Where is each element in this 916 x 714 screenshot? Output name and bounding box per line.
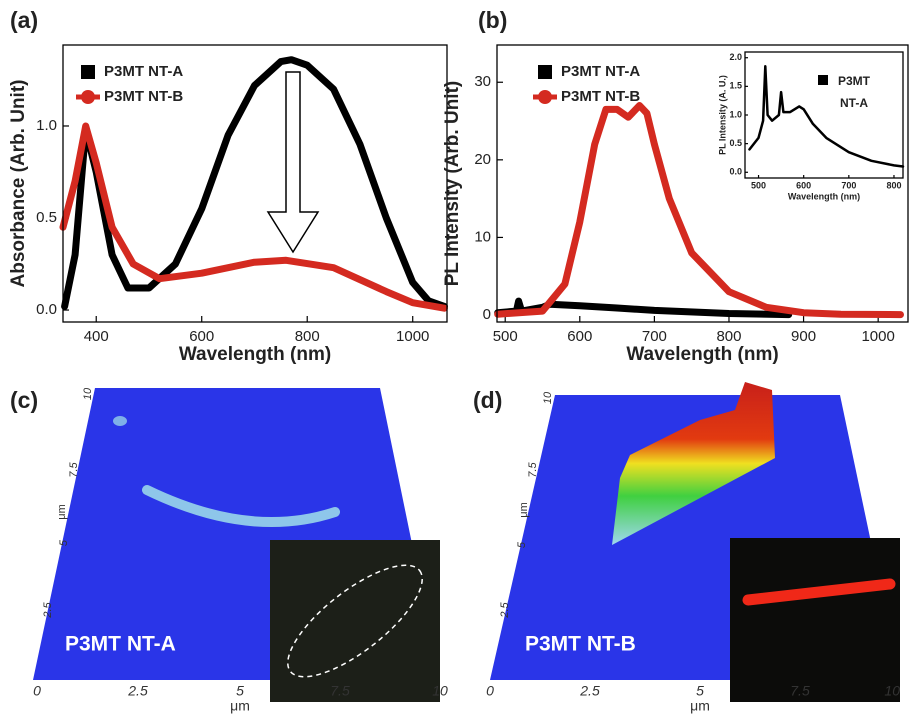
x-tick-label: 400: [84, 328, 109, 345]
nanotube: [142, 485, 340, 527]
y-tick-label: 30: [474, 73, 491, 90]
x-tick-label: 5: [236, 683, 244, 699]
legend-marker: [538, 65, 552, 79]
plot-frame: [496, 44, 909, 323]
y-axis-label: PL Intensity (Arb. Unit): [442, 81, 463, 286]
x-tick-label: 700: [841, 180, 856, 190]
x-unit: μm: [690, 698, 710, 714]
y-tick-label: 1.0: [729, 109, 742, 119]
nanotube-glow: [742, 578, 896, 606]
x-tick-label: 2.5: [127, 683, 148, 699]
panel-label: (b): [478, 7, 507, 33]
y-tick-label: 5: [58, 539, 70, 546]
data-line: [494, 102, 904, 319]
x-axis-label: Wavelength (nm): [788, 191, 860, 201]
afm-image-d: [490, 382, 900, 702]
x-tick-label: 2.5: [579, 683, 600, 699]
x-tick-label: 0: [486, 683, 494, 699]
x-tick-label: 1000: [861, 328, 894, 345]
legend-marker: [81, 65, 95, 79]
y-unit: μm: [518, 502, 530, 518]
data-line: [748, 65, 905, 168]
x-tick-label: 10: [432, 683, 448, 699]
x-tick-label: 800: [886, 180, 901, 190]
x-tick-label: 600: [189, 328, 214, 345]
y-tick-label: 1.0: [36, 117, 57, 134]
inset-photo: [270, 540, 440, 702]
arrow: [266, 71, 320, 254]
x-tick-label: 500: [751, 180, 766, 190]
y-tick-label: 5: [516, 541, 528, 548]
nanotube-ridge: [612, 382, 775, 545]
y-tick-label: 0.0: [729, 167, 742, 177]
y-tick-label: 0.5: [729, 138, 742, 148]
x-tick-label: 1000: [396, 328, 429, 345]
afm-image-c: [33, 388, 440, 702]
x-unit: μm: [230, 698, 250, 714]
x-tick-label: 10: [884, 683, 900, 699]
y-axis-label: Absorbance (Arb. Unit): [8, 80, 29, 288]
x-tick-label: 7.5: [330, 683, 350, 699]
inset-photo: [730, 538, 900, 702]
data-line: [59, 122, 448, 312]
x-tick-label: 900: [791, 328, 816, 345]
x-tick-label: 700: [642, 328, 667, 345]
y-tick-label: 20: [474, 151, 491, 168]
legend-label: P3MT NT-A: [561, 63, 640, 80]
x-tick-label: 500: [493, 328, 518, 345]
particle: [113, 416, 127, 426]
panel-label: (c): [10, 387, 38, 413]
panel-label: (d): [473, 387, 502, 413]
y-axis-label: PL Intensity (A. U.): [717, 75, 727, 155]
inset-background: [745, 52, 903, 178]
y-tick-label: 10: [542, 391, 554, 404]
plot-frame: [744, 51, 904, 179]
legend-text: P3MT NT-A: [837, 74, 870, 110]
y-tick-label: 2.5: [499, 601, 511, 618]
legend-label: P3MT NT-B: [561, 88, 640, 105]
legend-label: P3MT NT-B: [104, 88, 183, 105]
x-tick-label: 800: [716, 328, 741, 345]
caption: P3MT NT-B: [525, 633, 636, 656]
x-axis-label: Wavelength (nm): [626, 344, 778, 365]
y-tick-label: 7.5: [68, 461, 80, 477]
y-unit: μm: [56, 504, 68, 520]
y-tick-label: 0: [483, 306, 491, 323]
y-tick-label: 10: [474, 228, 491, 245]
caption: P3MT NT-A: [65, 633, 176, 656]
y-tick-label: 0.5: [36, 209, 57, 226]
x-tick-label: 7.5: [790, 683, 810, 699]
y-tick-label: 7.5: [527, 461, 539, 477]
y-tick-label: 2.5: [42, 601, 54, 618]
legend-label: P3MT NT-A: [837, 74, 870, 110]
x-tick-label: 600: [567, 328, 592, 345]
y-tick-label: 1.5: [729, 81, 742, 91]
y-tick-label: 10: [82, 387, 94, 400]
x-tick-label: 5: [696, 683, 704, 699]
y-tick-label: 2.0: [729, 52, 742, 62]
x-tick-label: 800: [295, 328, 320, 345]
x-axis-label: Wavelength (nm): [179, 344, 331, 365]
plot-frame: [62, 44, 448, 323]
x-tick-label: 0: [33, 683, 41, 699]
legend-label: P3MT NT-A: [104, 63, 183, 80]
outline: [287, 564, 423, 678]
panel-label: (a): [10, 7, 38, 33]
legend-marker: [818, 75, 828, 85]
x-tick-label: 600: [796, 180, 811, 190]
y-tick-label: 0.0: [36, 301, 57, 318]
